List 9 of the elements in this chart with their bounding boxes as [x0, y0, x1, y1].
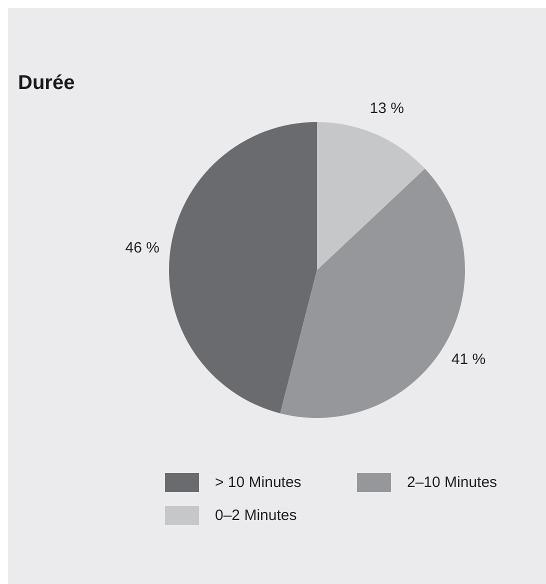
pie-slice: [169, 122, 317, 414]
data-label: 46 %: [125, 239, 160, 256]
data-label: 41 %: [451, 351, 486, 368]
data-label: 13 %: [370, 100, 404, 117]
legend-label: 0–2 Minutes: [215, 507, 297, 524]
pie-slice: [317, 122, 425, 270]
legend-label: > 10 Minutes: [215, 474, 302, 491]
legend-label: 2–10 Minutes: [407, 474, 498, 491]
chart-title: Durée: [18, 72, 75, 95]
